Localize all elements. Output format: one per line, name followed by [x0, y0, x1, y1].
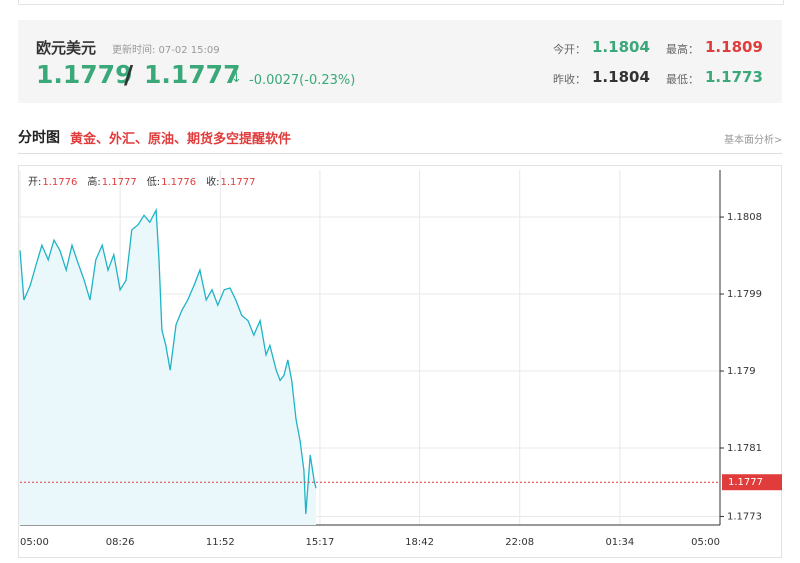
current-price-box — [722, 474, 782, 491]
x-tick-label: 05:00 — [20, 537, 49, 548]
price-line — [19, 207, 317, 514]
info-value: 1.1777 — [102, 177, 137, 188]
stat-value: 1.1773 — [705, 68, 763, 86]
promo-link[interactable]: 黄金、外汇、原油、期货多空提醒软件 — [70, 132, 292, 147]
info-label: 高: — [87, 175, 100, 188]
area-fill — [20, 210, 317, 525]
x-tick-label: 11:52 — [206, 537, 235, 548]
chart-frame — [18, 165, 782, 558]
info-value: 1.1777 — [221, 177, 256, 188]
change: -0.0027(-0.23%) — [249, 73, 356, 88]
stat-label: 今开： — [553, 43, 586, 56]
y-tick-label: 1.1781 — [727, 443, 762, 454]
current-price-label: 1.1777 — [728, 477, 763, 488]
info-label: 开: — [28, 177, 41, 188]
top-bar — [18, 0, 784, 5]
info-value: 1.1776 — [42, 177, 77, 188]
quote-panel — [18, 20, 782, 103]
price: 1.1779 — [36, 60, 133, 89]
stat-value: 1.1809 — [705, 38, 763, 56]
y-tick-label: 1.179 — [727, 366, 756, 377]
separator: / — [124, 60, 134, 89]
stat-value: 1.1804 — [592, 68, 650, 86]
x-tick-label: 01:34 — [605, 537, 634, 548]
price2: 1.1777 — [144, 60, 241, 89]
x-tick-label: 05:00 — [691, 537, 720, 548]
y-tick-label: 1.1773 — [727, 511, 762, 522]
update-time: 更新时间: 07-02 15:09 — [112, 45, 220, 56]
info-value: 1.1776 — [161, 177, 196, 188]
info-label: 收: — [206, 175, 219, 188]
x-tick-label: 22:08 — [505, 537, 534, 548]
section-title: 分时图 — [18, 130, 60, 146]
pair-name: 欧元美元 — [36, 39, 97, 57]
analysis-link[interactable]: 基本面分析> — [724, 135, 783, 146]
stat-label: 昨收： — [553, 73, 586, 86]
x-tick-label: 15:17 — [306, 537, 335, 548]
stat-value: 1.1804 — [592, 38, 650, 56]
arrow: ↓ — [231, 71, 242, 86]
divider — [18, 153, 782, 154]
stat-label: 最低： — [666, 73, 699, 86]
x-tick-label: 18:42 — [405, 537, 434, 548]
y-tick-label: 1.1799 — [727, 289, 762, 300]
info-label: 低: — [147, 175, 160, 188]
stat-label: 最高： — [666, 43, 699, 56]
y-tick-label: 1.1808 — [727, 212, 762, 223]
x-tick-label: 08:26 — [106, 537, 135, 548]
chart: 05:00 08:26 11:52 15:17 18:42 22:08 01:34 05:00… — [18, 165, 782, 558]
